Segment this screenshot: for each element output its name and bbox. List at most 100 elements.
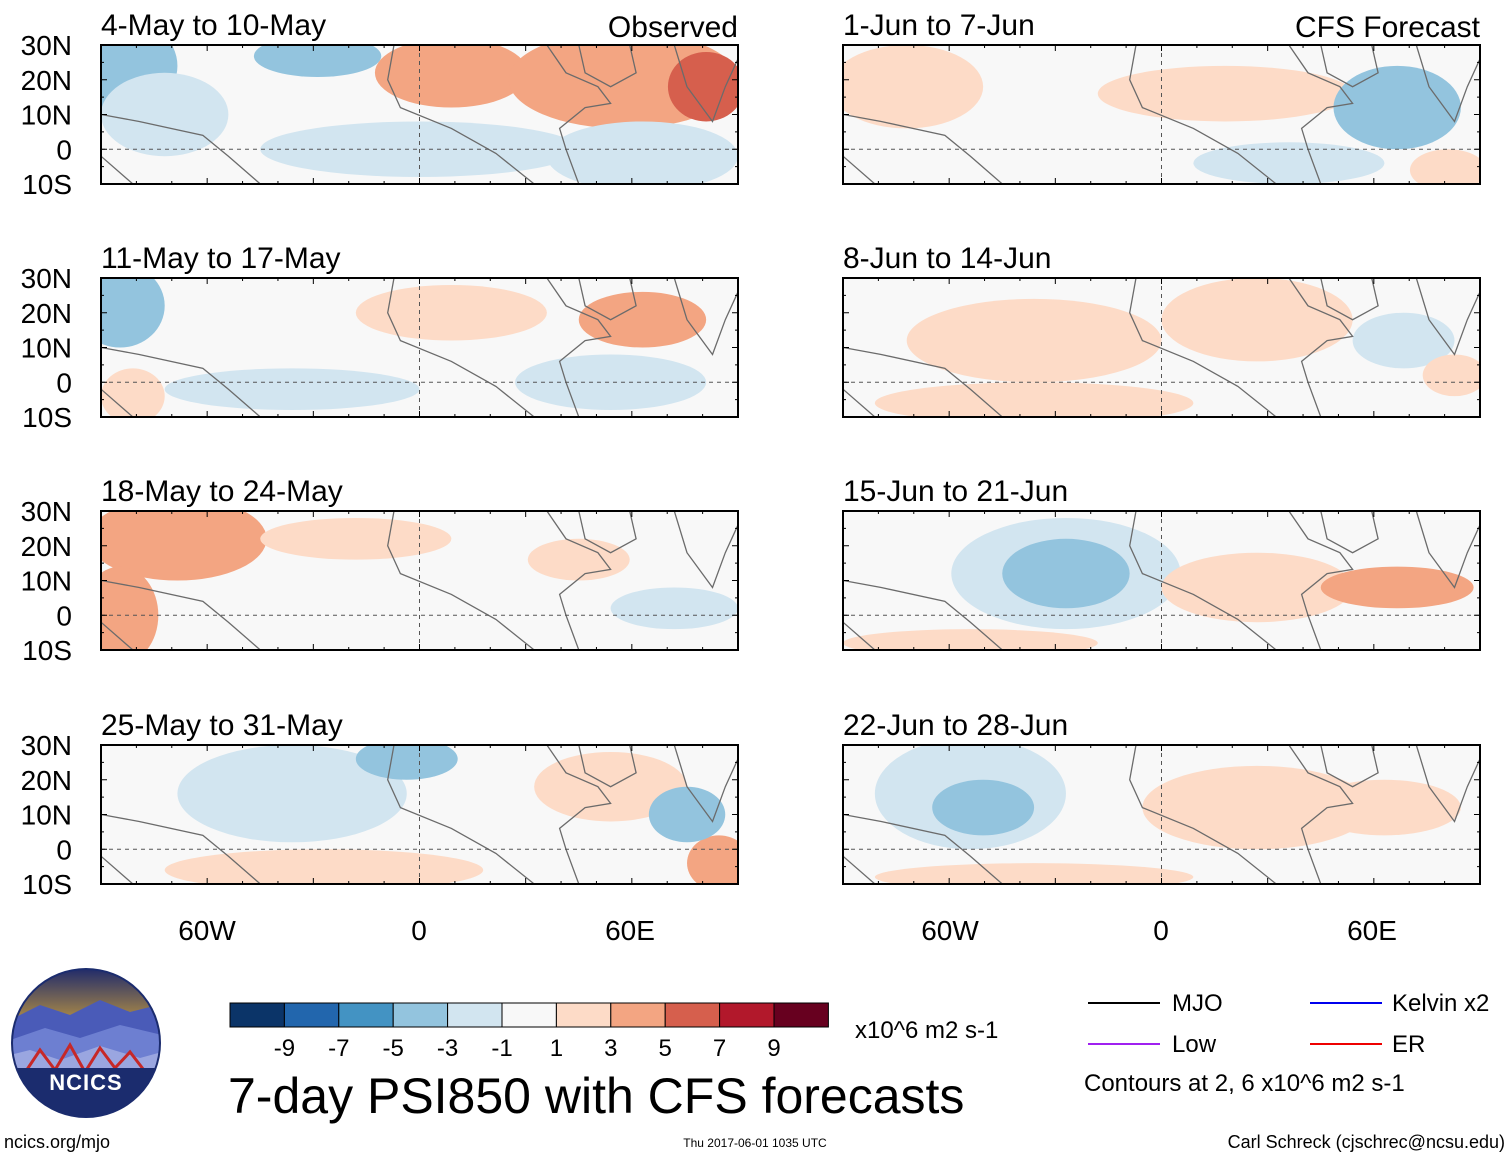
lon-axis-right: 60W 0 60E [921,915,1397,946]
panel-7-coastline-2 [1320,511,1379,554]
panel-3-anomaly-2 [260,517,452,560]
colorbar-swatch-4 [392,1002,449,1028]
footer-right: Carl Schreck (cjschrec@ncsu.edu) [1228,1132,1505,1152]
lon-tick-0-right: 0 [1153,915,1169,946]
colorbar-tick-label: -5 [383,1035,404,1062]
panel-3-lat-label: 0 [56,600,72,631]
panel-8-anomaly-5 [874,863,1194,884]
panel-2-lat-label: 10N [21,333,72,364]
panel-2-lat-label: 20N [21,298,72,329]
colorbar-swatch-5 [447,1002,503,1028]
colorbar-tick-label: -9 [274,1035,295,1062]
panel-6-anomaly-1 [906,298,1162,383]
panel-1-anomaly-3 [374,45,528,108]
panel-2-period-label: 11-May to 17-May [101,242,341,275]
panel-4-anomaly-4 [164,849,484,884]
panel-5-coastline-4 [843,113,1004,184]
panel-3-coastline-3 [673,511,738,589]
panel-1-lat-label: 10S [22,169,72,200]
panel-3-anomaly-1 [101,511,267,581]
colorbar-swatch-6 [501,1002,557,1028]
footer-left: ncics.org/mjo [4,1132,110,1152]
colorbar-tick-label: -7 [328,1035,349,1062]
panel-2-coastline-3 [673,278,738,356]
panel-1-anomaly-5 [667,51,738,122]
panel-6-anomaly-4 [1352,312,1455,369]
colorbar-tick-label: 3 [604,1035,617,1062]
panel-1-anomaly-fills [101,45,738,184]
panel-7-anomaly-2 [1002,538,1130,609]
panel-6: 8-Jun to 14-Jun [842,242,1481,418]
panel-4-anomaly-1 [177,745,407,843]
panel-2-lat-label: 0 [56,367,72,398]
panel-3-coastline-2 [578,511,637,554]
panel-4-coastline-4 [101,813,262,884]
colorbar-units: x10^6 m2 s-1 [855,1017,998,1044]
panel-6-anomaly-fills [843,278,1480,417]
panel-8-coastline-4 [843,813,1004,884]
colorbar-swatch-2 [283,1002,340,1028]
panel-2-coastline-2 [578,278,637,321]
panel-7-anomaly-5 [843,629,1098,650]
panel-6-anomaly-5 [1422,354,1480,397]
logo-text: NCICS [49,1070,122,1095]
panel-3-lat-label: 10S [22,635,72,666]
colorbar-swatch-3 [338,1002,394,1028]
panel-4-anomaly-fills [101,745,738,884]
panel-5: 1-Jun to 7-Jun CFS Forecast [842,9,1481,185]
panel-2-anomaly-6 [101,368,165,417]
panel-1-lat-label: 20N [21,65,72,96]
panel-1-lat-label: 10N [21,100,72,131]
panel-6-period-label: 8-Jun to 14-Jun [843,242,1051,275]
panel-3-lat-label: 30N [21,496,72,527]
panel-7-coastline-3 [1415,511,1480,589]
panel-1-anomaly-7 [546,121,738,184]
panel-8-coastline-2 [1320,745,1379,788]
panel-1-anomaly-2 [253,45,382,77]
panel-8-period-label: 22-Jun to 28-Jun [843,709,1068,742]
panel-1-anomaly-8 [101,72,229,157]
panel-4-coastline-2 [578,745,637,788]
panel-8-anomaly-2 [932,779,1035,836]
panel-6-anomaly-3 [874,382,1194,417]
panel-5-coastline-2 [1320,45,1379,88]
colorbar-swatch-9 [664,1002,721,1028]
panel-7-anomaly-fills [843,511,1480,650]
panel-8-anomaly-3 [1142,765,1372,850]
panel-3-anomaly-5 [101,566,159,650]
panel-7-anomaly-4 [1320,566,1474,609]
panel-5-anomaly-1 [843,45,984,129]
panel-6-coastline-4 [843,346,1004,417]
panel-2-coastline-4 [101,346,262,417]
panel-2-anomaly-4 [164,368,420,411]
lon-tick-60w-right: 60W [921,915,979,946]
panel-6-coastline-2 [1320,278,1379,321]
lon-tick-60w-left: 60W [178,915,236,946]
panel-4-lat-label: 10N [21,800,72,831]
legend-label-mjo: MJO [1172,990,1223,1017]
panel-5-coastline-3 [1415,45,1480,123]
panel-3-coastline-4 [101,579,262,650]
panel-3-period-label: 18-May to 24-May [101,475,343,508]
colorbar-tick-label: 5 [659,1035,672,1062]
panel-1-lat-label: 30N [21,30,72,61]
panel-5-anomaly-4 [1193,142,1385,184]
panel-2-anomaly-1 [101,278,165,348]
colorbar-tick-label: 9 [767,1035,780,1062]
panel-4-lat-label: 30N [21,730,72,761]
panel-6-anomaly-2 [1161,278,1353,362]
panel-5-anomaly-3 [1333,65,1461,150]
colorbar-tick-label: 1 [550,1035,563,1062]
colorbar-swatch-7 [555,1002,612,1028]
colorbar: -9 -7 -5 -3 -1 1 3 5 7 9 [229,1002,829,1062]
panel-4-lat-label: 0 [56,834,72,865]
lon-tick-0-left: 0 [411,915,427,946]
footer-center: Thu 2017-06-01 1035 UTC [683,1136,827,1150]
panel-2-anomaly-fills [101,278,738,417]
colorbar-swatch-10 [719,1002,775,1028]
lon-axis-left: 60W 0 60E [178,915,655,946]
panel-7-coastline-4 [843,579,1004,650]
colorbar-tick-label: -1 [491,1035,512,1062]
